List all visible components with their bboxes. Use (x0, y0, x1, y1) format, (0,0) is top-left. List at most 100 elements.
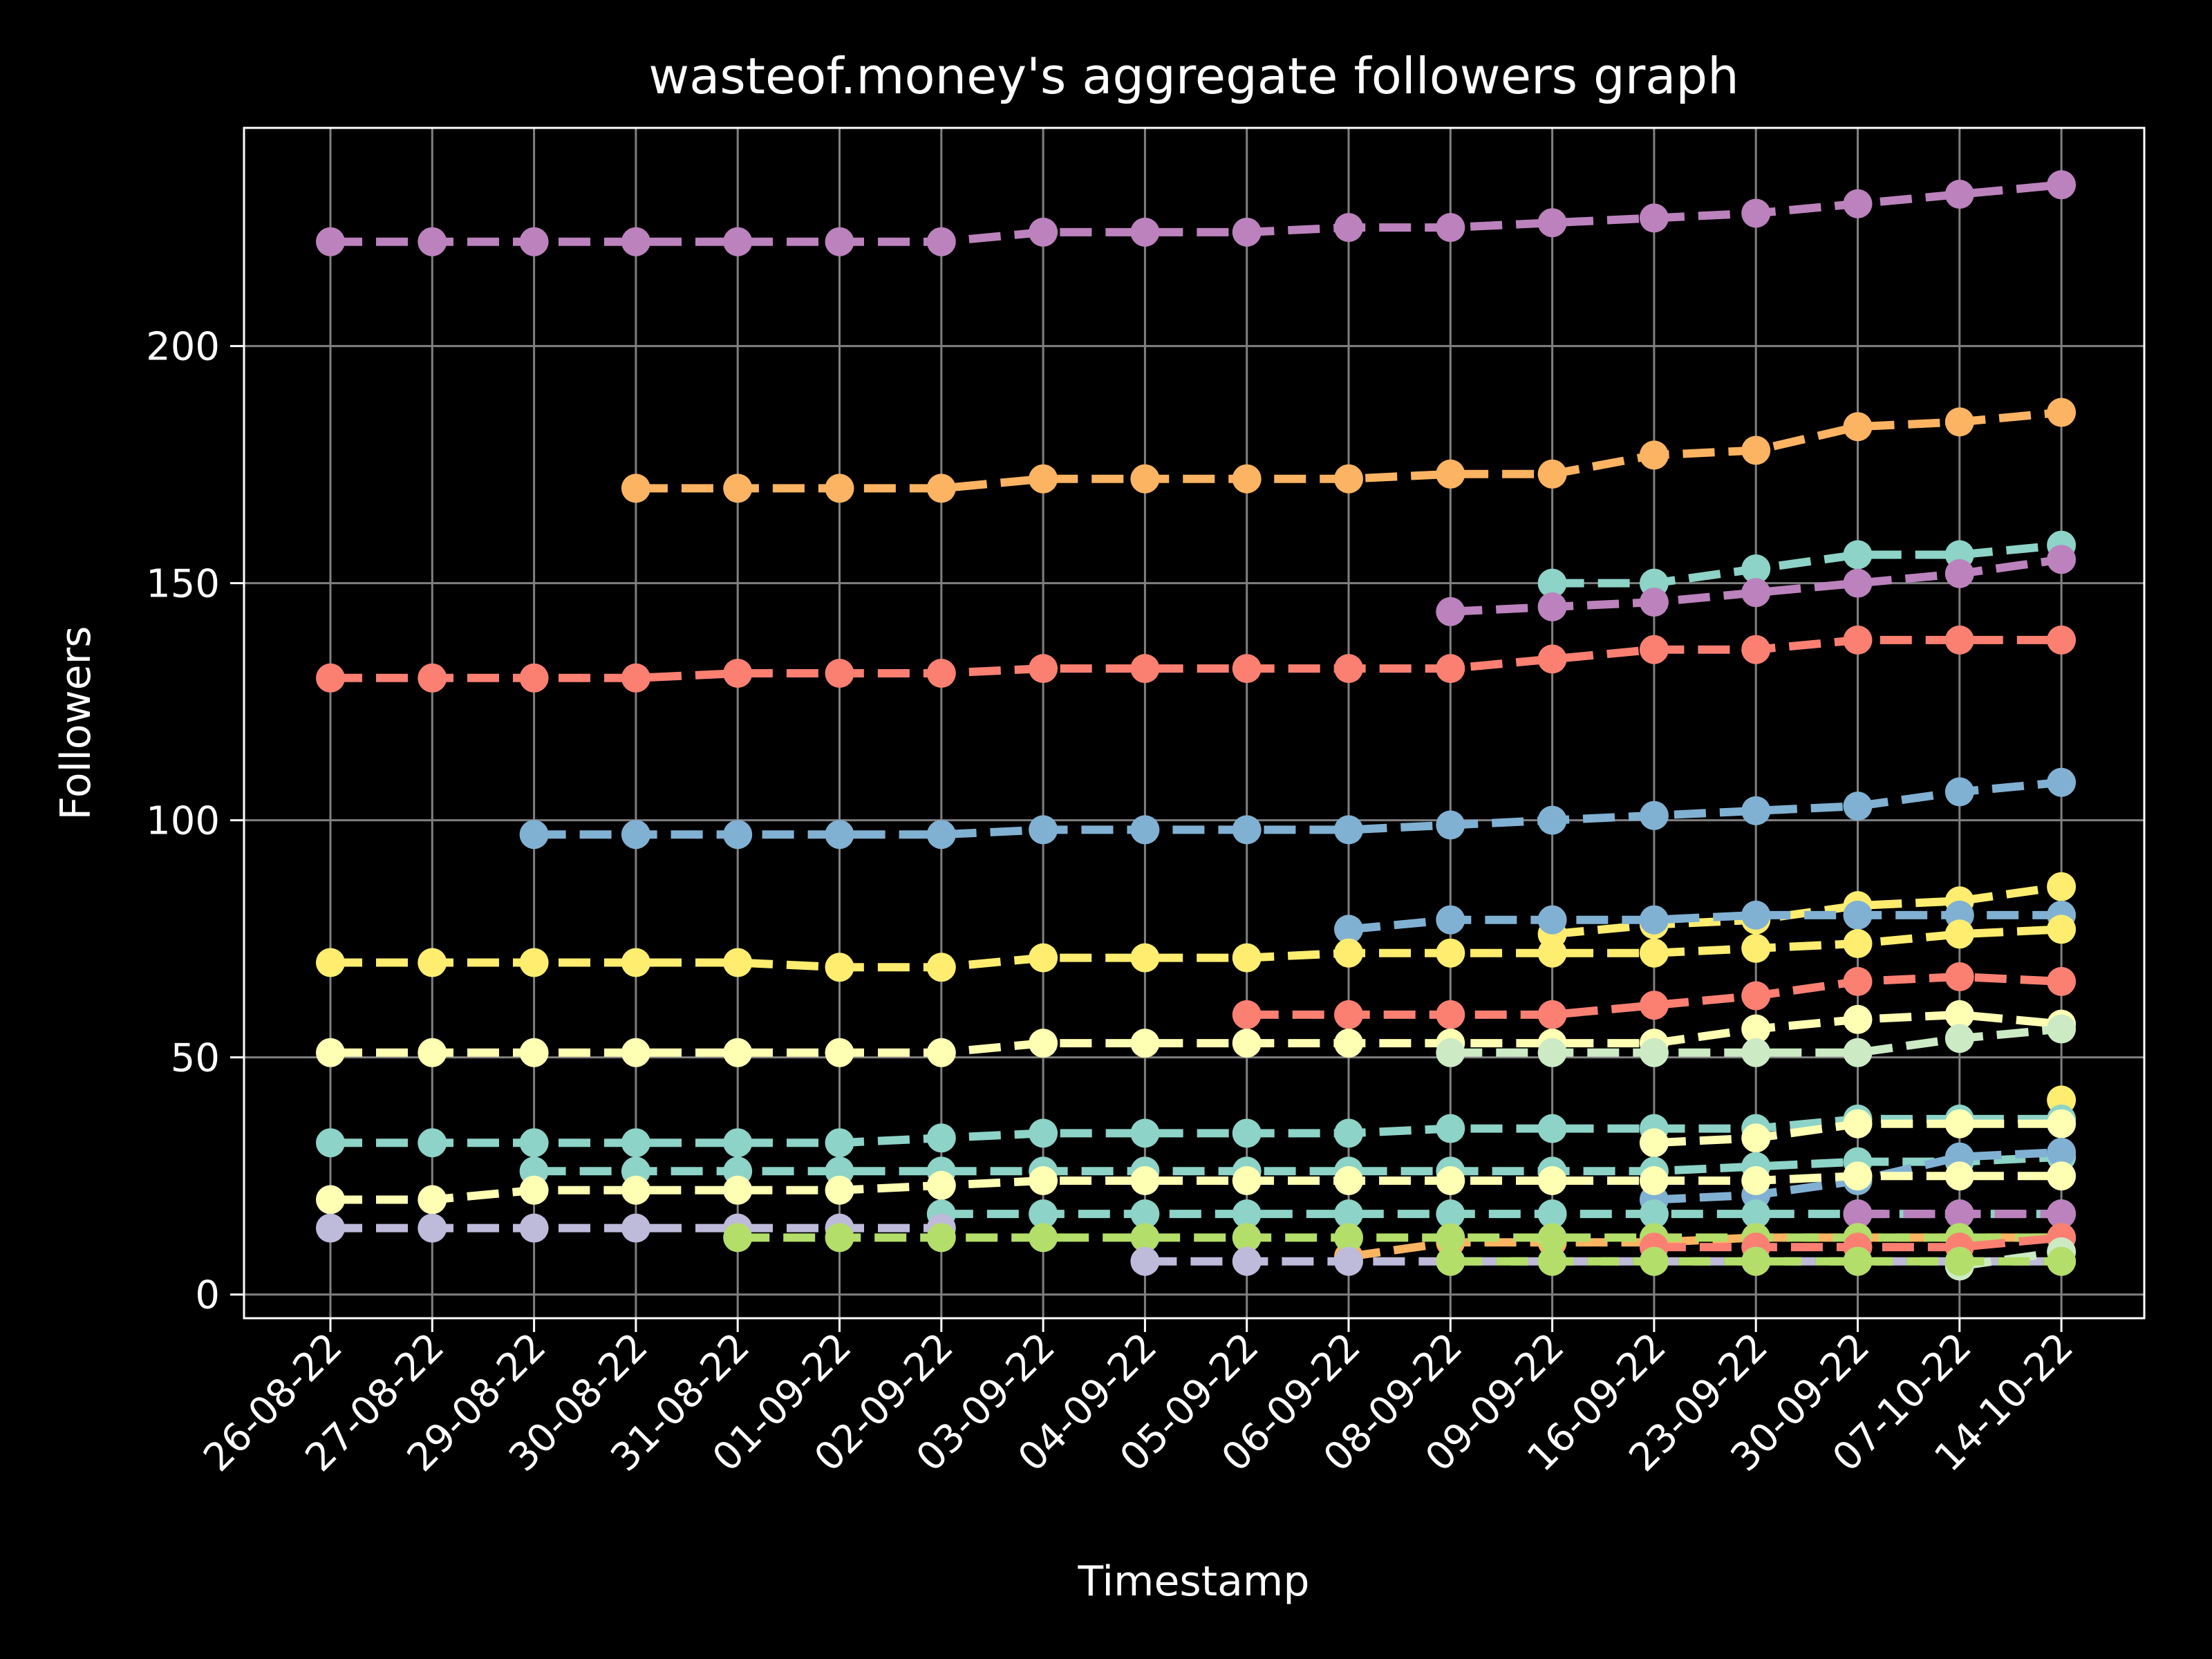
data-point (1843, 1004, 1873, 1034)
data-point (1537, 1223, 1567, 1253)
series-21 (1843, 1199, 2077, 1229)
series-9 (316, 915, 2077, 982)
data-point (1843, 1109, 1873, 1138)
data-point (1436, 654, 1465, 684)
series-2 (621, 397, 2077, 503)
y-tick-label: 200 (146, 325, 220, 370)
y-tick-label: 150 (146, 562, 220, 607)
data-point (2047, 915, 2077, 944)
data-point (1436, 597, 1465, 626)
series-line (1348, 910, 2062, 934)
data-point (723, 1038, 753, 1067)
data-point (1130, 1246, 1160, 1276)
data-point (1436, 1114, 1465, 1143)
data-point (926, 1038, 956, 1067)
series-6 (519, 767, 2077, 850)
data-point (825, 1128, 854, 1158)
data-point (1741, 578, 1771, 608)
data-point (1232, 464, 1262, 494)
data-point (1843, 568, 1873, 598)
series-4 (1436, 545, 2077, 626)
data-point (1639, 1199, 1669, 1229)
data-point (621, 474, 650, 503)
data-point (825, 659, 854, 688)
data-point (2047, 966, 2077, 996)
data-point (1537, 459, 1567, 489)
data-point (1741, 1199, 1771, 1229)
data-point (1944, 919, 1974, 949)
series-18 (316, 1161, 2077, 1215)
data-point (1334, 915, 1363, 944)
data-point (621, 1038, 650, 1067)
data-point (1537, 1199, 1567, 1229)
data-point (1843, 1161, 1873, 1191)
data-point (1334, 1000, 1363, 1029)
data-point (2047, 1014, 2077, 1044)
data-point (1741, 1246, 1771, 1276)
data-point (1029, 217, 1058, 247)
data-point (316, 1128, 345, 1158)
data-point (723, 659, 753, 688)
data-point (926, 474, 956, 503)
data-point (519, 1128, 549, 1158)
data-point (2047, 1161, 2077, 1191)
data-point (1843, 540, 1873, 570)
data-point (316, 227, 345, 256)
data-point (1436, 1199, 1465, 1229)
data-point (1537, 1000, 1567, 1029)
data-point (621, 820, 650, 850)
data-point (1537, 208, 1567, 238)
data-point (1537, 1246, 1567, 1276)
data-point (418, 1213, 447, 1243)
data-point (2047, 397, 2077, 427)
plot-frame (243, 126, 2146, 1320)
data-point (1130, 1223, 1160, 1253)
data-point (825, 227, 854, 256)
data-point (316, 1185, 345, 1215)
data-point (1029, 1199, 1058, 1229)
data-point (723, 1128, 753, 1158)
data-point (1537, 592, 1567, 621)
data-point (1537, 1114, 1567, 1143)
data-point (1334, 938, 1363, 968)
data-point (926, 953, 956, 982)
data-point (316, 1213, 345, 1243)
y-tick-label: 0 (195, 1273, 220, 1318)
data-point (2047, 1137, 2077, 1167)
data-point (1334, 1029, 1363, 1058)
data-point (1639, 588, 1669, 617)
data-point (1029, 1166, 1058, 1195)
data-point (418, 948, 447, 977)
data-point (1843, 966, 1873, 996)
series-line (1552, 541, 2062, 588)
data-point (519, 1038, 549, 1067)
data-point (1130, 815, 1160, 845)
data-point (1029, 1118, 1058, 1148)
data-point (1741, 635, 1771, 664)
data-point (825, 1038, 854, 1067)
series-line (330, 180, 2062, 246)
data-point (1436, 1246, 1465, 1276)
data-point (1944, 180, 1974, 209)
series-27 (1436, 1246, 2077, 1276)
series-10 (1232, 962, 2077, 1029)
data-point (1232, 815, 1262, 845)
data-point (1843, 900, 1873, 930)
data-point (1029, 464, 1058, 494)
data-point (1944, 1024, 1974, 1053)
data-point (1436, 213, 1465, 243)
data-point (1741, 900, 1771, 930)
data-point (1029, 815, 1058, 845)
data-point (2047, 767, 2077, 797)
data-point (519, 663, 549, 693)
data-point (1639, 1246, 1669, 1276)
series-line (534, 1152, 2062, 1176)
data-point (316, 948, 345, 977)
data-point (825, 1223, 854, 1253)
series-line (330, 635, 2062, 682)
data-point (1334, 464, 1363, 494)
data-point (2047, 1246, 2077, 1276)
data-point (723, 227, 753, 256)
data-point (1944, 777, 1974, 807)
data-point (1741, 198, 1771, 228)
